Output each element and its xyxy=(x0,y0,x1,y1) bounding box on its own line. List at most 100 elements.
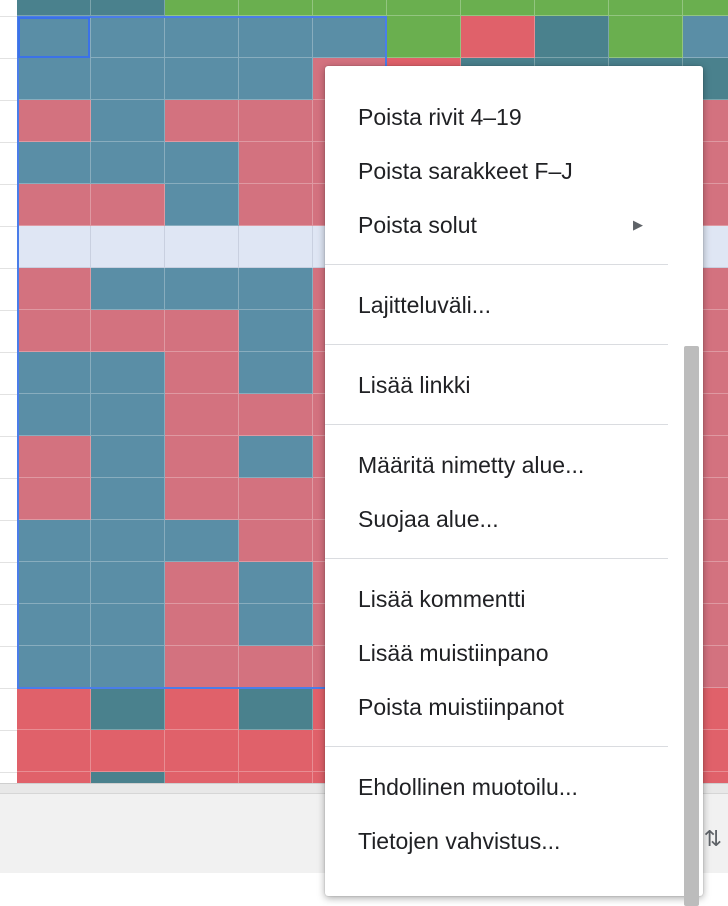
grid-cell[interactable] xyxy=(17,352,91,394)
grid-cell[interactable] xyxy=(239,436,313,478)
row-header-column[interactable] xyxy=(0,0,18,790)
menu-item-define-named-range[interactable]: Määritä nimetty alue... xyxy=(325,442,684,488)
grid-cell[interactable] xyxy=(17,310,91,352)
grid-cell[interactable] xyxy=(165,520,239,562)
grid-cell[interactable] xyxy=(387,16,461,58)
grid-cell[interactable] xyxy=(17,0,91,16)
grid-cell[interactable] xyxy=(165,562,239,604)
grid-cell[interactable] xyxy=(239,100,313,142)
grid-cell[interactable] xyxy=(165,58,239,100)
menu-item-insert-note[interactable]: Lisää muistiinpano xyxy=(325,630,684,676)
grid-cell[interactable] xyxy=(17,604,91,646)
grid-cell[interactable] xyxy=(165,142,239,184)
grid-cell[interactable] xyxy=(91,478,165,520)
grid-cell[interactable] xyxy=(239,394,313,436)
menu-item-sort-range[interactable]: Lajitteluväli... xyxy=(325,282,684,328)
grid-cell[interactable] xyxy=(239,226,313,268)
grid-cell[interactable] xyxy=(239,184,313,226)
grid-cell[interactable] xyxy=(165,16,239,58)
grid-cell[interactable] xyxy=(683,16,728,58)
grid-cell[interactable] xyxy=(609,16,683,58)
grid-cell[interactable] xyxy=(91,310,165,352)
grid-cell[interactable] xyxy=(239,268,313,310)
menu-item-protect-range[interactable]: Suojaa alue... xyxy=(325,496,684,542)
grid-cell[interactable] xyxy=(387,0,461,16)
menu-item-delete-columns[interactable]: Poista sarakkeet F–J xyxy=(325,148,684,194)
grid-cell[interactable] xyxy=(17,268,91,310)
grid-cell[interactable] xyxy=(17,688,91,730)
grid-cell[interactable] xyxy=(17,394,91,436)
grid-cell[interactable] xyxy=(17,730,91,772)
grid-cell[interactable] xyxy=(165,184,239,226)
grid-cell[interactable] xyxy=(17,58,91,100)
grid-cell[interactable] xyxy=(461,16,535,58)
grid-cell[interactable] xyxy=(461,0,535,16)
menu-scrollbar[interactable] xyxy=(684,346,699,906)
grid-cell[interactable] xyxy=(17,562,91,604)
grid-cell[interactable] xyxy=(239,478,313,520)
grid-cell[interactable] xyxy=(165,478,239,520)
grid-cell[interactable] xyxy=(17,142,91,184)
grid-cell[interactable] xyxy=(165,0,239,16)
grid-cell[interactable] xyxy=(239,142,313,184)
grid-cell[interactable] xyxy=(91,268,165,310)
grid-cell[interactable] xyxy=(17,478,91,520)
grid-cell[interactable] xyxy=(91,226,165,268)
grid-cell[interactable] xyxy=(165,100,239,142)
menu-item-clear-notes[interactable]: Poista muistiinpanot xyxy=(325,684,684,730)
grid-cell[interactable] xyxy=(239,520,313,562)
grid-cell[interactable] xyxy=(683,0,728,16)
grid-cell[interactable] xyxy=(91,352,165,394)
grid-cell[interactable] xyxy=(17,184,91,226)
menu-item-insert-link[interactable]: Lisää linkki xyxy=(325,362,684,408)
menu-item-delete-cells[interactable]: Poista solut ▶ xyxy=(325,202,684,248)
menu-item-data-validation[interactable]: Tietojen vahvistus... xyxy=(325,818,684,864)
grid-cell[interactable] xyxy=(17,100,91,142)
grid-cell[interactable] xyxy=(91,58,165,100)
grid-cell[interactable] xyxy=(91,730,165,772)
grid-cell[interactable] xyxy=(239,16,313,58)
grid-cell[interactable] xyxy=(535,0,609,16)
menu-item-conditional-formatting[interactable]: Ehdollinen muotoilu... xyxy=(325,764,684,810)
grid-cell[interactable] xyxy=(165,268,239,310)
grid-cell[interactable] xyxy=(239,730,313,772)
grid-cell[interactable] xyxy=(239,646,313,688)
grid-cell[interactable] xyxy=(239,310,313,352)
grid-cell[interactable] xyxy=(91,16,165,58)
grid-cell[interactable] xyxy=(17,520,91,562)
menu-item-delete-rows[interactable]: Poista rivit 4–19 xyxy=(325,94,684,140)
grid-cell[interactable] xyxy=(609,0,683,16)
grid-cell[interactable] xyxy=(91,394,165,436)
grid-cell[interactable] xyxy=(239,352,313,394)
grid-cell[interactable] xyxy=(165,604,239,646)
grid-cell[interactable] xyxy=(239,604,313,646)
grid-cell[interactable] xyxy=(91,142,165,184)
grid-cell[interactable] xyxy=(165,646,239,688)
grid-cell[interactable] xyxy=(91,0,165,16)
grid-cell[interactable] xyxy=(313,0,387,16)
grid-cell[interactable] xyxy=(535,16,609,58)
grid-cell[interactable] xyxy=(165,730,239,772)
grid-cell[interactable] xyxy=(17,16,91,58)
grid-cell[interactable] xyxy=(165,688,239,730)
grid-cell[interactable] xyxy=(17,436,91,478)
grid-cell[interactable] xyxy=(91,436,165,478)
grid-cell[interactable] xyxy=(91,184,165,226)
grid-cell[interactable] xyxy=(165,436,239,478)
grid-cell[interactable] xyxy=(313,16,387,58)
grid-cell[interactable] xyxy=(91,100,165,142)
menu-item-insert-comment[interactable]: Lisää kommentti xyxy=(325,576,684,622)
grid-cell[interactable] xyxy=(165,310,239,352)
grid-cell[interactable] xyxy=(239,0,313,16)
grid-cell[interactable] xyxy=(17,646,91,688)
grid-cell[interactable] xyxy=(91,646,165,688)
grid-cell[interactable] xyxy=(17,226,91,268)
grid-cell[interactable] xyxy=(165,394,239,436)
grid-cell[interactable] xyxy=(91,562,165,604)
grid-cell[interactable] xyxy=(165,226,239,268)
grid-cell[interactable] xyxy=(239,562,313,604)
grid-cell[interactable] xyxy=(239,58,313,100)
grid-cell[interactable] xyxy=(91,520,165,562)
grid-cell[interactable] xyxy=(165,352,239,394)
grid-cell[interactable] xyxy=(91,604,165,646)
